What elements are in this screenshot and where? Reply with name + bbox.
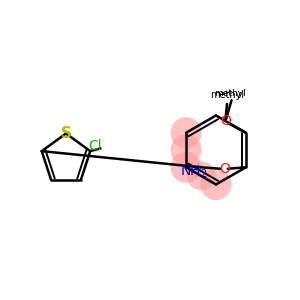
Text: S: S xyxy=(61,126,71,141)
Circle shape xyxy=(200,169,232,200)
Text: methyl: methyl xyxy=(214,89,246,98)
Circle shape xyxy=(170,134,202,166)
Text: O: O xyxy=(219,162,230,176)
Circle shape xyxy=(170,117,202,148)
Text: NH$_2$: NH$_2$ xyxy=(180,164,208,180)
Circle shape xyxy=(187,161,215,190)
Text: Cl: Cl xyxy=(88,139,102,153)
Text: methyl: methyl xyxy=(210,90,244,100)
Circle shape xyxy=(170,152,202,183)
Text: O: O xyxy=(220,114,231,128)
